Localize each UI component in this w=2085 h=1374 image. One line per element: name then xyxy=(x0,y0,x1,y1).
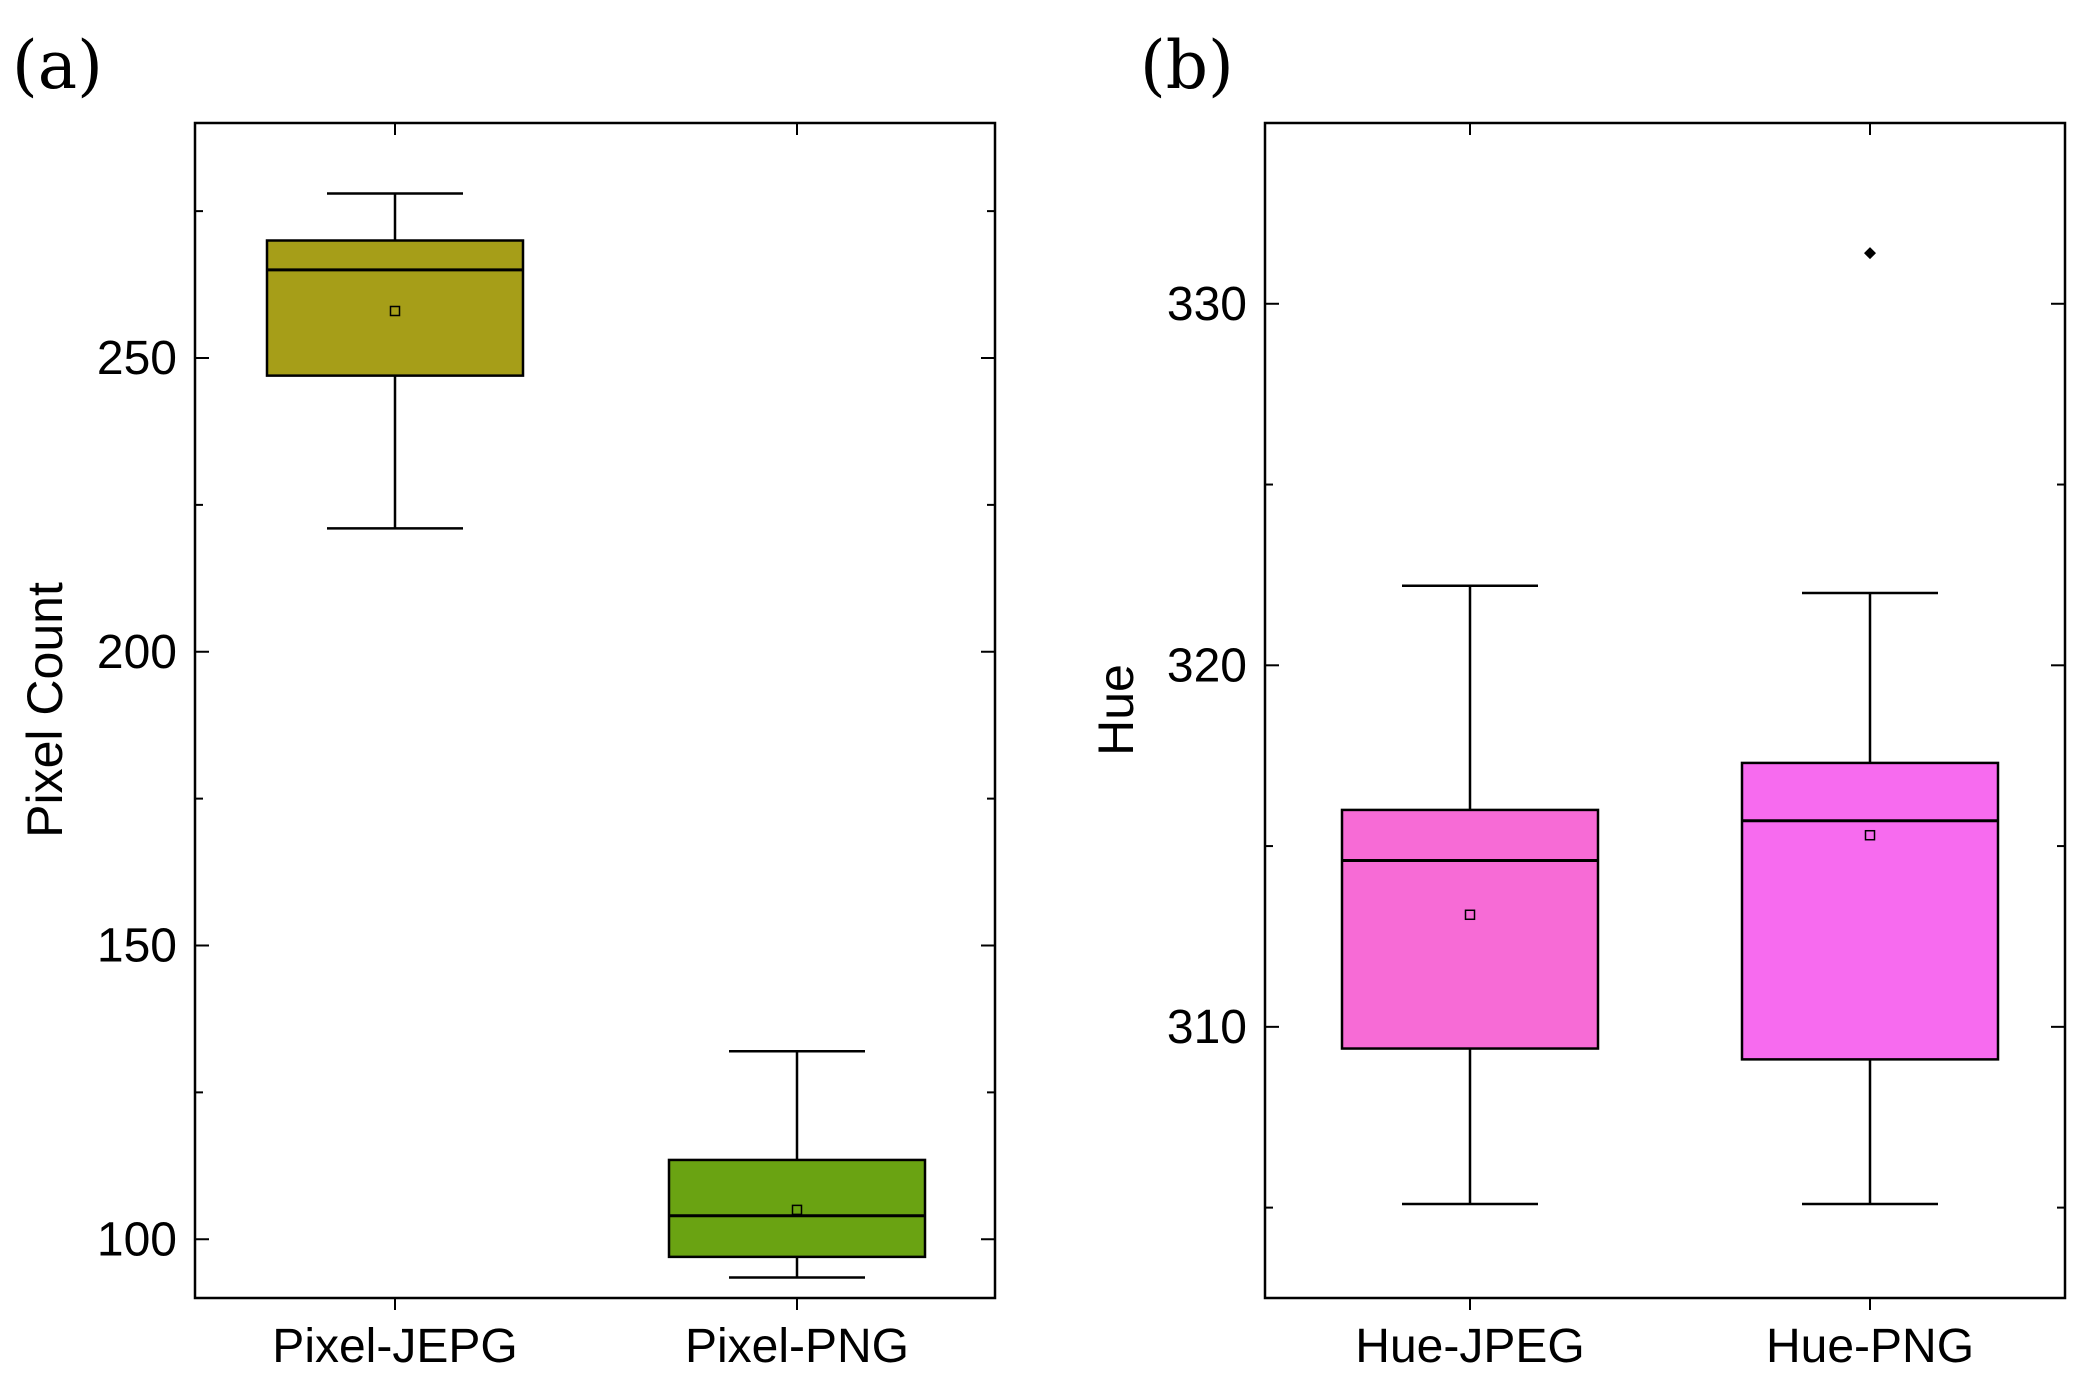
iqr-box xyxy=(265,239,525,377)
mean-marker xyxy=(791,1204,803,1216)
panel-a-ytick-labels: 100 150 200 250 xyxy=(97,332,177,1266)
panel-b-label: (b) xyxy=(1140,27,1234,104)
panel-b-xtick-labels: Hue-JPEG Hue-PNG xyxy=(1355,1320,1974,1373)
box-a-1 xyxy=(265,192,525,530)
x-category-label: Hue-JPEG xyxy=(1355,1320,1584,1373)
y-tick-label: 250 xyxy=(97,332,177,385)
iqr-box xyxy=(1740,761,2000,1061)
mean-marker xyxy=(1464,909,1476,921)
outlier-point xyxy=(1864,247,1876,260)
x-category-label: Pixel-JEPG xyxy=(272,1320,517,1373)
panel-b-plot-frame xyxy=(1263,121,2067,1300)
x-category-label: Hue-PNG xyxy=(1766,1320,1974,1373)
panel-a-y-axis-title: Pixel Count xyxy=(17,582,73,838)
mean-marker xyxy=(1864,829,1876,841)
y-tick-label: 100 xyxy=(97,1213,177,1266)
panel-b-ytick-labels: 310 320 330 xyxy=(1167,278,1247,1054)
panel-a-label: (a) xyxy=(12,27,103,104)
panel-b: (b) 310 320 330 Hue-JPEG Hue-PNG Hue xyxy=(1088,27,2067,1373)
panel-b-y-axis-title: Hue xyxy=(1088,664,1144,756)
panel-a-plot-frame xyxy=(193,121,997,1300)
y-tick-label: 330 xyxy=(1167,278,1247,331)
panel-a: (a) 100 150 200 250 Pixel-JEPG Pixel-PNG Pix… xyxy=(12,27,997,1373)
iqr-box xyxy=(1340,808,1600,1050)
y-tick-label: 320 xyxy=(1167,639,1247,692)
panel-b-ticks xyxy=(1265,122,2065,1310)
box-a-2 xyxy=(667,1050,927,1279)
y-tick-label: 310 xyxy=(1167,1001,1247,1054)
panel-a-boxes xyxy=(265,192,927,1279)
iqr-box xyxy=(667,1158,927,1259)
box-b-2 xyxy=(1740,247,2000,1206)
y-tick-label: 200 xyxy=(97,626,177,679)
panel-b-boxes xyxy=(1340,247,2000,1206)
mean-marker xyxy=(389,305,401,317)
panel-a-ticks xyxy=(195,123,995,1310)
x-category-label: Pixel-PNG xyxy=(685,1320,909,1373)
box-b-1 xyxy=(1340,584,1600,1206)
panel-a-xtick-labels: Pixel-JEPG Pixel-PNG xyxy=(272,1320,909,1373)
y-tick-label: 150 xyxy=(97,920,177,973)
